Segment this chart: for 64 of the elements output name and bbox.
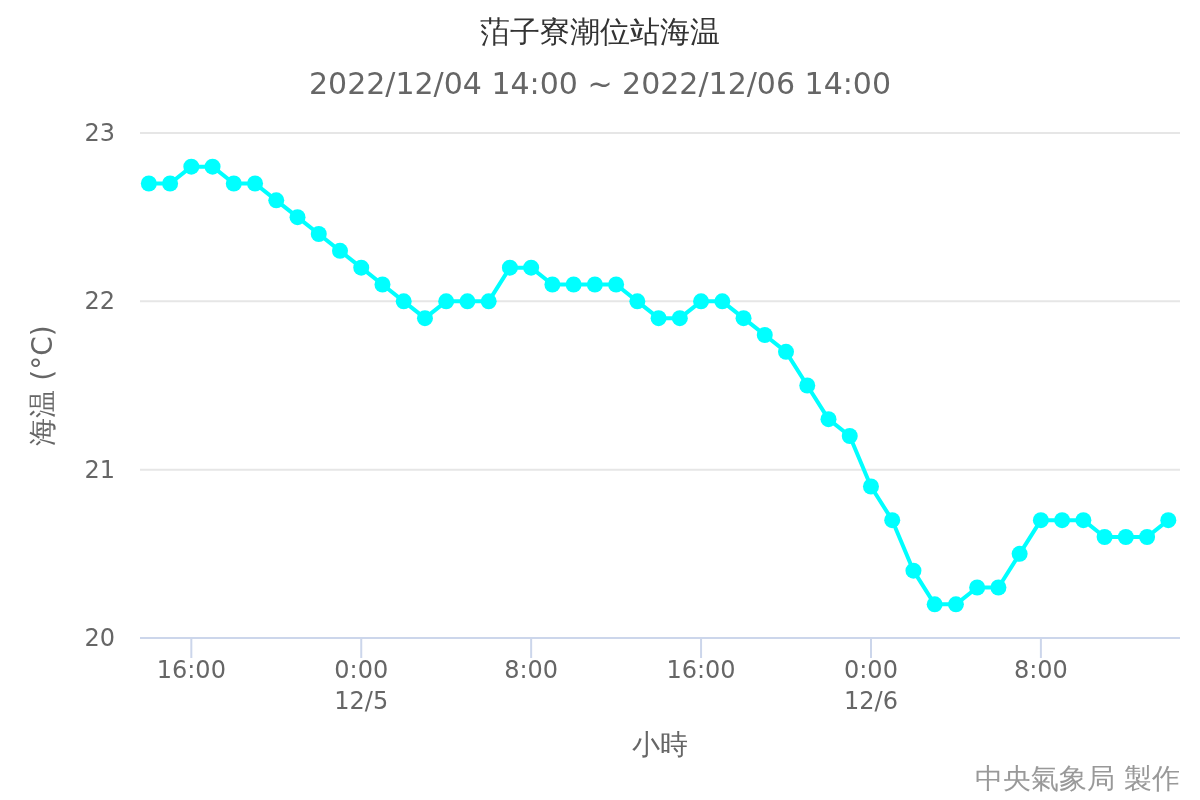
point: [629, 293, 646, 310]
y-label: 海温 (°C): [26, 325, 59, 446]
point: [714, 293, 731, 310]
point: [459, 293, 476, 310]
point: [969, 579, 986, 596]
x-tick-label: 8:00: [504, 656, 559, 684]
point: [332, 242, 348, 259]
point: [225, 175, 242, 192]
point: [1117, 529, 1134, 545]
point: [523, 259, 540, 276]
x-label: 小時: [632, 728, 688, 761]
point: [608, 276, 625, 293]
point: [140, 175, 157, 192]
point: [820, 411, 837, 428]
point: [501, 259, 518, 276]
x-tick-label: 0:00 12/5: [334, 656, 389, 715]
point: [905, 562, 922, 579]
point: [353, 259, 370, 276]
point: [310, 226, 327, 242]
point: [799, 377, 816, 394]
point: [756, 327, 773, 343]
point: [374, 276, 391, 293]
point: [416, 310, 433, 327]
point: [544, 276, 561, 293]
point: [1075, 512, 1092, 529]
point: [289, 209, 306, 226]
point: [926, 596, 943, 613]
x-tick-label: 16:00: [156, 656, 226, 684]
annotation: 中央氣象局 製作: [975, 762, 1180, 795]
point: [438, 293, 455, 310]
point: [586, 276, 603, 293]
point: [990, 579, 1007, 596]
point: [1160, 512, 1177, 529]
point: [841, 428, 858, 444]
y-tick-label: 23: [84, 119, 115, 147]
point: [947, 596, 964, 613]
y-tick-label: 21: [84, 455, 115, 484]
point: [1011, 545, 1028, 562]
point: [671, 310, 688, 327]
point: [162, 175, 179, 192]
y-tick-label: 22: [84, 287, 115, 316]
x-tick-label: 8:00: [1013, 656, 1068, 684]
point: [735, 310, 752, 327]
point: [1139, 529, 1156, 545]
point: [1096, 529, 1113, 545]
point: [862, 478, 879, 495]
point: [204, 158, 221, 175]
point: [650, 310, 667, 327]
point: [1032, 512, 1049, 529]
x-tick-label: 16:00: [666, 656, 736, 684]
point: [183, 158, 200, 175]
point: [1054, 512, 1071, 529]
point: [778, 343, 795, 360]
x-tick-label: 0:00 12/6: [844, 656, 898, 715]
point: [395, 293, 412, 310]
y-tick-label: 20: [84, 624, 115, 652]
point: [268, 192, 285, 209]
point: [693, 293, 710, 310]
title: 萡子寮潮位站海温: [480, 14, 720, 49]
point: [480, 293, 497, 310]
point: [565, 276, 582, 293]
point: [247, 175, 264, 192]
subtitle: 2022/12/04 14:00 ~ 2022/12/06 14:00: [309, 66, 891, 101]
point: [884, 512, 901, 529]
